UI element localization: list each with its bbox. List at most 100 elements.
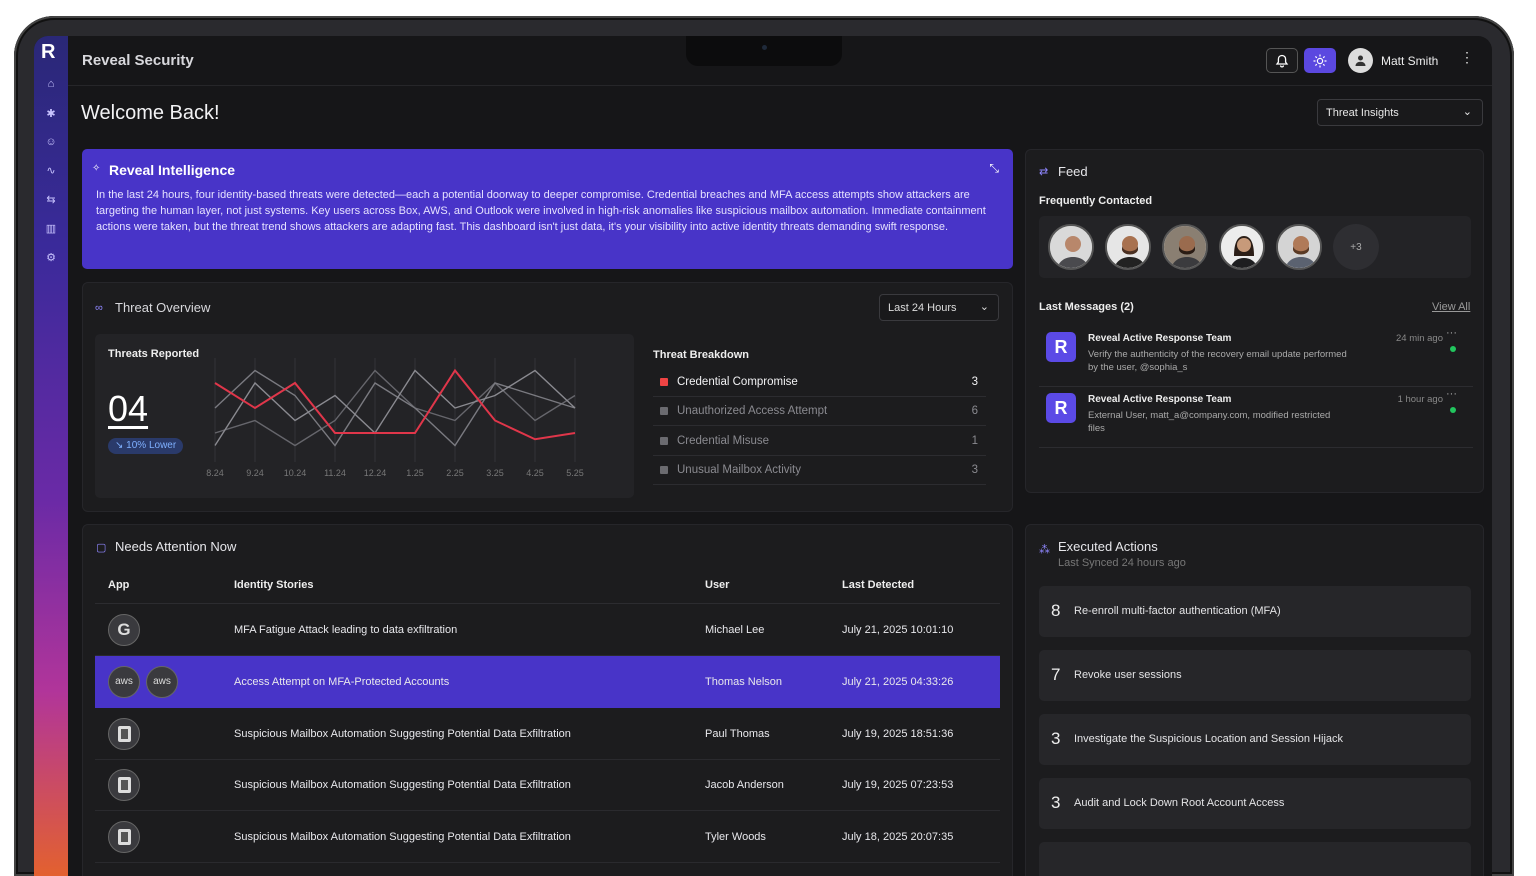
action-text: Re-enroll multi-factor authentication (M… <box>1074 605 1281 617</box>
document-icon: ▢ <box>96 542 107 554</box>
contact-avatar[interactable] <box>1105 224 1151 270</box>
frequent-contacts: +3 <box>1039 216 1471 278</box>
needs-attention-title: Needs Attention Now <box>115 539 237 554</box>
office-icon <box>108 717 140 750</box>
message-sender: Reveal Active Response Team <box>1088 394 1232 405</box>
bug-icon[interactable]: ✱ <box>46 107 56 120</box>
threat-overview-title: Threat Overview <box>115 300 211 315</box>
column-header-app[interactable]: App <box>108 579 130 591</box>
action-item[interactable] <box>1039 842 1471 876</box>
aws-icon: aws <box>108 665 140 698</box>
chart-icon[interactable]: ▥ <box>45 222 57 235</box>
sender-logo: R <box>1046 393 1076 423</box>
action-item[interactable]: 7 Revoke user sessions <box>1039 650 1471 701</box>
x-tick-label: 1.25 <box>406 468 424 478</box>
message-item[interactable]: R Reveal Active Response Team Verify the a… <box>1039 327 1473 387</box>
action-text: Audit and Lock Down Root Account Access <box>1074 797 1285 809</box>
message-time: 24 min ago <box>1395 333 1443 344</box>
user-cell: Michael Lee <box>705 624 765 636</box>
view-all-link[interactable]: View All <box>1432 301 1471 313</box>
action-item[interactable]: 8 Re-enroll multi-factor authentication (… <box>1039 586 1471 637</box>
legend-swatch <box>660 436 668 445</box>
sun-icon <box>1313 54 1327 67</box>
time-range-dropdown[interactable]: Last 24 Hours ⌄ <box>879 294 999 321</box>
app-title: Reveal Security <box>82 52 194 69</box>
table-row[interactable]: Suspicious Mailbox Automation Suggesting… <box>95 811 1000 864</box>
intelligence-banner: ✧ Reveal Intelligence In the last 24 hou… <box>82 149 1013 269</box>
insights-dropdown-value: Threat Insights <box>1326 107 1399 119</box>
threat-trend-chart: 8.24 9.24 10.24 11.24 12.24 1.25 2.25 3.25 4.25 5… <box>206 358 584 478</box>
breakdown-row[interactable]: Unauthorized Access Attempt 6 <box>653 397 986 427</box>
actions-icon: ⁂ <box>1039 544 1050 556</box>
series-line <box>214 369 576 447</box>
intelligence-title: Reveal Intelligence <box>109 162 236 178</box>
frequently-contacted-label: Frequently Contacted <box>1039 195 1153 207</box>
table-row[interactable]: Suspicious Mailbox Automation Suggesting… <box>95 759 1000 812</box>
page-title: Welcome Back! <box>81 102 220 124</box>
activity-icon[interactable]: ∿ <box>46 164 56 177</box>
table-row[interactable]: aws aws Access Attempt on MFA-Protected Ac… <box>95 655 1000 708</box>
identity-story: MFA Fatigue Attack leading to data exfil… <box>234 624 458 636</box>
more-contacts-button[interactable]: +3 <box>1333 224 1379 270</box>
flow-icon[interactable]: ⇆ <box>46 193 56 206</box>
sparkle-icon: ✧ <box>92 163 101 174</box>
message-item[interactable]: R Reveal Active Response Team External Use… <box>1039 388 1473 448</box>
column-header-stories[interactable]: Identity Stories <box>234 579 314 591</box>
breakdown-row[interactable]: Unusual Mailbox Activity 3 <box>653 456 986 485</box>
contact-avatar[interactable] <box>1276 224 1322 270</box>
action-text: Revoke user sessions <box>1074 669 1182 681</box>
app-logo[interactable]: R <box>41 41 56 63</box>
last-detected-cell: July 18, 2025 20:07:35 <box>842 831 954 844</box>
action-count: 7 <box>1051 665 1061 684</box>
feed-panel <box>1025 149 1484 493</box>
breakdown-row[interactable]: Credential Compromise 3 <box>653 368 986 397</box>
message-time: 1 hour ago <box>1397 394 1443 405</box>
action-count: 3 <box>1051 793 1061 812</box>
last-detected-cell: July 19, 2025 18:51:36 <box>842 727 954 740</box>
screen: R ⌂ ✱ ☺ ∿ ⇆ ▥ ⚙ Reveal Security Matt Smi… <box>34 36 1492 876</box>
home-icon[interactable]: ⌂ <box>47 78 55 90</box>
breakdown-count: 1 <box>971 434 978 447</box>
message-menu-icon[interactable]: ··· <box>1446 327 1457 339</box>
intelligence-summary: In the last 24 hours, four identity-base… <box>96 189 986 233</box>
office-icon <box>108 821 140 854</box>
theme-toggle-button[interactable] <box>1304 48 1336 73</box>
x-tick-label: 10.24 <box>284 468 307 478</box>
action-item[interactable]: 3 Investigate the Suspicious Location and… <box>1039 714 1471 765</box>
last-detected-cell: July 19, 2025 07:23:53 <box>842 779 954 792</box>
table-row[interactable]: G MFA Fatigue Attack leading to data exfi… <box>95 604 1000 656</box>
message-sender: Reveal Active Response Team <box>1088 333 1232 344</box>
table-row[interactable]: Suspicious Mailbox Automation Suggesting… <box>95 708 1000 760</box>
contact-avatar[interactable] <box>1219 224 1265 270</box>
x-tick-label: 5.25 <box>566 468 584 478</box>
column-header-last-detected[interactable]: Last Detected <box>842 579 915 591</box>
notifications-button[interactable] <box>1266 48 1298 73</box>
aws-icon: aws <box>146 665 178 698</box>
contact-avatar[interactable] <box>1048 224 1094 270</box>
more-menu-icon[interactable]: ⋮ <box>1460 49 1474 65</box>
breakdown-row[interactable]: Credential Misuse 1 <box>653 427 986 456</box>
legend-swatch <box>660 465 668 474</box>
message-text: External User, matt_a@company.com, modif… <box>1088 410 1331 434</box>
series-line <box>214 369 576 447</box>
threats-reported-card: Threats Reported 04 ↘ 10% Lower 8.24 9.24… <box>95 334 634 498</box>
user-name[interactable]: Matt Smith <box>1381 54 1439 68</box>
time-range-value: Last 24 Hours <box>888 302 957 314</box>
header-divider <box>95 603 1000 604</box>
collapse-icon[interactable]: ⤡ <box>989 161 999 175</box>
contact-avatar[interactable] <box>1162 224 1208 270</box>
action-item[interactable]: 3 Audit and Lock Down Root Account Access <box>1039 778 1471 829</box>
user-icon[interactable]: ☺ <box>45 136 57 148</box>
settings-icon[interactable]: ⚙ <box>46 251 56 264</box>
x-tick-label: 9.24 <box>246 468 264 478</box>
user-cell: Jacob Anderson <box>705 779 784 792</box>
x-tick-label: 4.25 <box>526 468 544 478</box>
identity-story: Suspicious Mailbox Automation Suggesting… <box>234 831 571 844</box>
unread-indicator <box>1450 346 1456 352</box>
user-avatar[interactable] <box>1348 48 1373 73</box>
binoculars-icon: ∞ <box>95 302 103 314</box>
column-header-user[interactable]: User <box>705 579 730 591</box>
insights-dropdown[interactable]: Threat Insights ⌄ <box>1317 99 1483 126</box>
last-detected-cell: July 21, 2025 04:33:26 <box>842 675 954 688</box>
message-menu-icon[interactable]: ··· <box>1446 388 1457 400</box>
